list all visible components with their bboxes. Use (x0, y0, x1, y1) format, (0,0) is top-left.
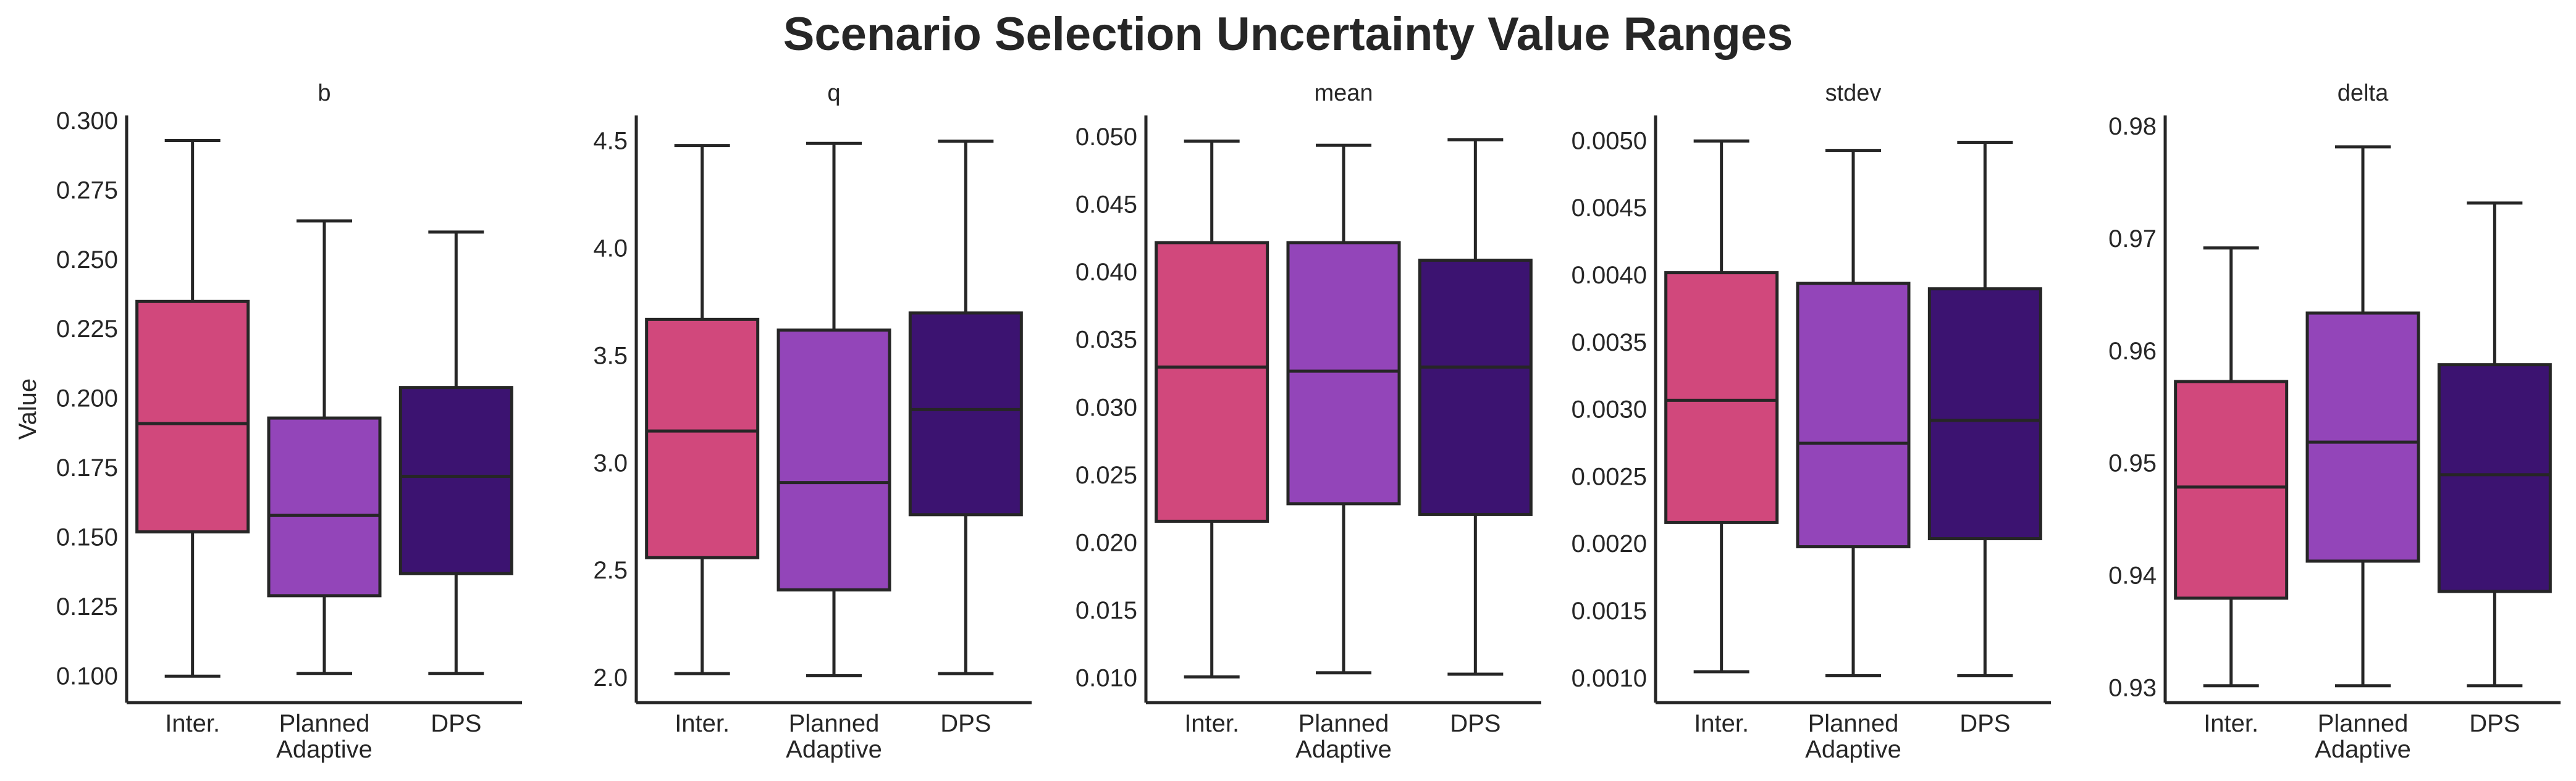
y-tick-label: 0.0010 (1572, 665, 1647, 692)
x-tick-label: DPS (431, 710, 481, 737)
panel-title: b (318, 80, 330, 106)
y-tick-label: 0.035 (1075, 327, 1137, 354)
y-tick-label: 0.300 (56, 107, 118, 135)
y-tick-label: 0.0040 (1572, 262, 1647, 289)
y-tick-label: 0.0035 (1572, 329, 1647, 356)
y-tick-label: 0.0020 (1572, 530, 1647, 558)
y-tick-label: 4.0 (593, 235, 628, 262)
panel-title: delta (2338, 80, 2389, 106)
x-tick-label: DPS (1450, 710, 1501, 737)
y-tick-label: 0.150 (56, 524, 118, 551)
y-tick-label: 0.0025 (1572, 463, 1647, 490)
x-tick-label: DPS (940, 710, 991, 737)
y-tick-label: 0.015 (1075, 597, 1137, 624)
x-tick-label: Inter. (165, 710, 220, 737)
box-inter (645, 317, 760, 559)
box-inter (1155, 241, 1269, 523)
y-tick-label: 0.95 (2108, 450, 2157, 477)
box-dps (1418, 258, 1533, 516)
y-tick-label: 2.5 (593, 557, 628, 584)
panel-title: stdev (1825, 80, 1882, 106)
y-tick-label: 0.0050 (1572, 127, 1647, 154)
y-tick-label: 0.94 (2108, 562, 2157, 590)
y-tick-label: 0.0015 (1572, 598, 1647, 625)
box-planned-adaptive (267, 416, 382, 598)
y-tick-label: 0.125 (56, 593, 118, 620)
y-tick-label: 0.020 (1075, 529, 1137, 556)
box-dps (908, 311, 1023, 517)
box-dps (1927, 287, 2042, 541)
y-tick-label: 0.040 (1075, 259, 1137, 286)
box-planned-adaptive (1286, 241, 1401, 506)
y-tick-label: 4.5 (593, 128, 628, 155)
box-dps (398, 386, 513, 575)
y-tick-label: 0.050 (1075, 123, 1137, 151)
y-tick-label: 0.0030 (1572, 396, 1647, 424)
box-planned-adaptive (1796, 282, 1911, 549)
x-tick-label: Inter. (675, 710, 730, 737)
y-tick-label: 0.225 (56, 315, 118, 343)
box-planned-adaptive (777, 328, 891, 591)
x-tick-label: Inter. (1184, 710, 1239, 737)
x-tick-label: Planned Adaptive (276, 710, 373, 763)
x-tick-label: Planned Adaptive (1805, 710, 1901, 763)
y-tick-label: 0.045 (1075, 191, 1137, 219)
x-tick-label: Inter. (2203, 710, 2258, 737)
y-tick-label: 0.275 (56, 177, 118, 204)
y-tick-label: 3.0 (593, 449, 628, 477)
panel-title: q (827, 80, 840, 106)
y-tick-label: 0.98 (2108, 113, 2157, 140)
y-tick-label: 0.200 (56, 385, 118, 412)
x-tick-label: DPS (2469, 710, 2520, 737)
figure-title: Scenario Selection Uncertainty Value Ran… (783, 8, 1793, 61)
box-dps (2437, 363, 2552, 593)
y-tick-label: 0.0045 (1572, 194, 1647, 222)
y-tick-label: 0.96 (2108, 338, 2157, 365)
panel-title: mean (1314, 80, 1373, 106)
x-tick-label: Planned Adaptive (786, 710, 882, 763)
x-tick-label: DPS (1959, 710, 2010, 737)
y-tick-label: 0.010 (1075, 665, 1137, 692)
y-tick-label: 0.025 (1075, 462, 1137, 489)
box-planned-adaptive (2305, 311, 2420, 563)
x-tick-label: Planned Adaptive (2315, 710, 2411, 763)
y-axis-label: Value (14, 378, 41, 440)
box-inter (135, 299, 250, 533)
x-tick-label: Inter. (1694, 710, 1749, 737)
y-tick-label: 2.0 (593, 664, 628, 691)
x-tick-label: Planned Adaptive (1295, 710, 1392, 763)
y-tick-label: 3.5 (593, 342, 628, 369)
box-inter (2174, 380, 2289, 600)
y-tick-label: 0.175 (56, 454, 118, 482)
y-tick-label: 0.93 (2108, 674, 2157, 701)
y-tick-label: 0.250 (56, 246, 118, 274)
y-tick-label: 0.97 (2108, 225, 2157, 253)
y-tick-label: 0.030 (1075, 394, 1137, 421)
box-inter (1664, 271, 1779, 524)
y-tick-label: 0.100 (56, 662, 118, 690)
